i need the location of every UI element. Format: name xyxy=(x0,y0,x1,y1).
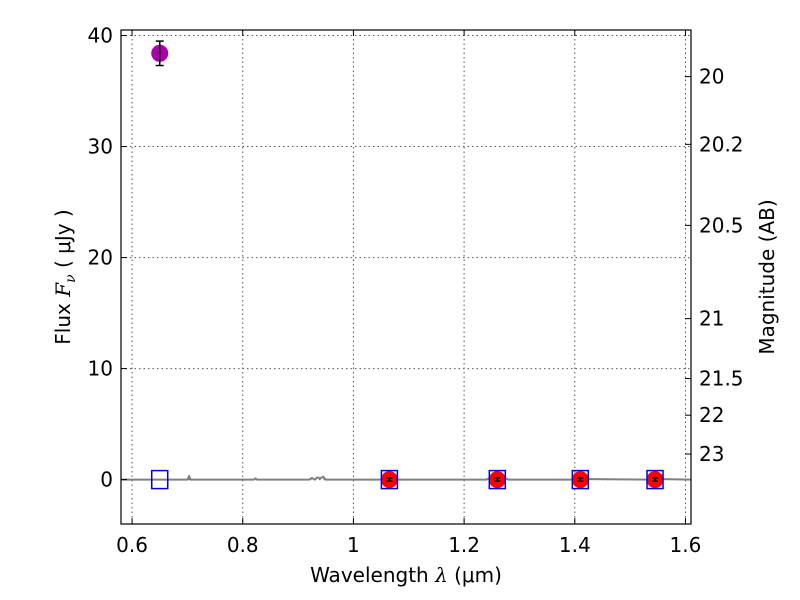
y-tick-label: 40 xyxy=(88,24,113,48)
model-spectrum-line xyxy=(121,474,692,481)
x-tick-label: 1.2 xyxy=(448,533,480,557)
model-photometry-marker xyxy=(380,469,399,490)
magnitude-tick-label: 20.2 xyxy=(699,132,744,156)
model-photometry-marker xyxy=(646,469,664,490)
x-tick-label: 0.6 xyxy=(116,533,148,557)
y-tick-label: 20 xyxy=(88,246,113,270)
y-tick-label: 10 xyxy=(88,357,113,381)
x-tick-label: 1.6 xyxy=(670,533,702,557)
plot-background xyxy=(121,30,691,524)
magnitude-tick-label: 20 xyxy=(699,65,724,89)
y-axis-label: Flux Fν ( μJy ) xyxy=(51,209,79,344)
measured-error-bar xyxy=(577,477,584,483)
model-photometry-marker xyxy=(571,469,590,490)
magnitude-tick-label: 21.5 xyxy=(699,367,744,391)
y-tick-label: 30 xyxy=(88,135,113,159)
magnitude-tick-label: 20.5 xyxy=(699,213,744,237)
x-tick-label: 1.4 xyxy=(559,533,591,557)
observed-error-bar xyxy=(155,40,164,67)
y-tick-label: 0 xyxy=(100,468,113,492)
magnitude-axis-ticks: 20 20.2 20.5 21 21.5 22 23 xyxy=(685,65,744,466)
magnitude-tick-label: 23 xyxy=(699,442,724,466)
x-tick-label: 1 xyxy=(347,533,360,557)
model-photometry-marker xyxy=(150,469,169,490)
magnitude-tick-label: 22 xyxy=(699,403,724,427)
magnitude-axis-label: Magnitude (AB) xyxy=(755,199,779,354)
measured-error-bar xyxy=(494,477,501,483)
y-axis-ticks: 0 10 20 30 40 xyxy=(88,24,127,492)
x-tick-label: 0.8 xyxy=(227,533,259,557)
measured-error-bar xyxy=(652,477,659,483)
magnitude-tick-label: 21 xyxy=(699,307,724,331)
model-photometry-marker xyxy=(488,469,507,490)
x-axis-ticks: 0.6 0.8 1 1.2 1.4 1.6 xyxy=(116,30,701,557)
plot-frame xyxy=(120,29,692,525)
x-axis-label: Wavelength λ (μm) xyxy=(310,563,502,587)
measured-error-bar xyxy=(386,477,393,483)
model-spectrum xyxy=(121,474,692,481)
data-points xyxy=(150,40,664,490)
